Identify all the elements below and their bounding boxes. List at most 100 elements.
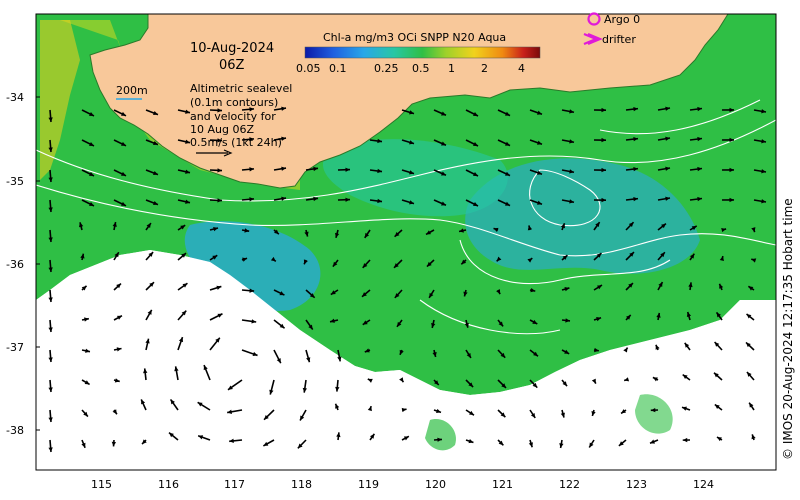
velocity-arrowhead	[463, 291, 468, 297]
velocity-arrowhead	[527, 258, 533, 263]
colorbar-tick: 1	[448, 62, 455, 75]
velocity-arrowhead	[185, 199, 190, 204]
velocity-arrowhead	[313, 166, 318, 172]
velocity-arrowhead	[560, 223, 565, 229]
velocity-arrowhead	[505, 201, 510, 206]
velocity-arrowhead	[682, 437, 688, 443]
velocity-arrowhead	[719, 256, 725, 261]
map-plot-area	[36, 14, 776, 470]
contour-line-1	[36, 119, 776, 202]
velocity-arrowhead	[399, 349, 404, 355]
velocity-arrowhead	[496, 256, 502, 262]
velocity-arrowhead	[441, 111, 446, 116]
velocity-arrowhead	[500, 412, 506, 418]
velocity-arrowhead	[229, 438, 234, 443]
velocity-arrowhead	[409, 140, 414, 145]
drifter-marker-icon	[583, 32, 603, 46]
velocity-arrowhead	[121, 201, 126, 206]
chl-field-cyan-west	[184, 221, 321, 311]
velocity-arrowhead	[564, 287, 570, 292]
velocity-arrowhead	[665, 106, 670, 111]
chl-field-cyan-east	[465, 158, 700, 274]
velocity-arrowhead	[276, 358, 281, 364]
velocity-arrowhead	[300, 415, 305, 421]
velocity-arrowhead	[537, 200, 542, 205]
velocity-arrowhead	[249, 137, 254, 142]
velocity-arrowhead	[48, 177, 53, 182]
velocity-arrowhead	[153, 140, 158, 146]
y-tick-label: -37	[6, 341, 24, 354]
velocity-arrowhead	[185, 109, 190, 114]
velocity-arrowhead	[761, 109, 766, 114]
depth-scale-label: 200m	[116, 84, 148, 97]
velocity-arrowhead	[565, 318, 570, 323]
velocity-arrowhead	[562, 255, 568, 260]
velocity-arrowhead	[469, 410, 474, 416]
contour-line-6	[599, 99, 761, 135]
velocity-arrowhead	[601, 197, 606, 203]
velocity-arrowhead	[330, 318, 335, 323]
velocity-arrowhead	[279, 291, 285, 296]
velocity-arrowhead	[89, 171, 94, 176]
legend: Argo 0 drifter	[583, 12, 640, 46]
velocity-arrowhead	[270, 256, 276, 262]
velocity-arrowhead	[84, 380, 90, 385]
velocity-arrowhead	[437, 437, 442, 442]
velocity-arrowhead	[621, 409, 627, 414]
velocity-arrowhead	[689, 253, 695, 259]
velocity-arrowhead	[279, 323, 285, 329]
velocity-arrowhead	[626, 314, 631, 320]
annotation-line: Altimetric sealevel	[190, 82, 292, 95]
velocity-arrowhead	[364, 232, 370, 238]
velocity-arrowhead	[111, 441, 117, 447]
y-tick-label: -35	[6, 175, 24, 188]
velocity-arrowhead	[153, 110, 158, 116]
velocity-arrowhead	[85, 348, 90, 353]
velocity-arrowhead	[147, 309, 152, 315]
velocity-arrowhead	[304, 231, 309, 237]
velocity-arrowhead	[227, 385, 233, 390]
velocity-arrowhead	[468, 382, 474, 388]
velocity-arrowhead	[596, 253, 602, 258]
velocity-arrowhead	[116, 283, 121, 289]
velocity-arrowhead	[652, 377, 658, 382]
velocity-arrowhead	[48, 267, 53, 272]
velocity-arrowhead	[251, 319, 257, 324]
velocity-arrowhead	[751, 434, 756, 440]
velocity-arrowhead	[48, 447, 53, 452]
contour-line-2	[36, 184, 776, 257]
credit-text: © IMOS 20-Aug-2024 12:17:35 Hobart time	[781, 198, 795, 460]
velocity-arrowhead	[396, 321, 402, 327]
velocity-arrowhead	[174, 366, 179, 372]
velocity-arrowhead	[559, 443, 564, 448]
velocity-arrowhead	[665, 136, 670, 141]
velocity-arrowhead	[244, 228, 250, 233]
velocity-arrowhead	[441, 141, 446, 146]
velocity-arrowhead	[746, 372, 752, 377]
velocity-arrowhead	[362, 320, 368, 325]
velocity-arrowhead	[537, 140, 542, 145]
velocity-arrowhead	[569, 169, 574, 174]
velocity-arrowhead	[217, 168, 222, 173]
velocity-arrowhead	[48, 417, 53, 422]
velocity-arrowhead	[714, 404, 720, 409]
velocity-arrowhead	[591, 378, 596, 384]
velocity-arrowhead	[401, 407, 407, 413]
velocity-arrowhead	[466, 352, 471, 358]
velocity-arrowhead	[332, 261, 338, 267]
velocity-arrowhead	[697, 166, 702, 172]
annotation-line: (0.1m contours)	[190, 96, 278, 109]
velocity-arrowhead	[141, 399, 146, 405]
velocity-arrowhead	[436, 408, 441, 413]
velocity-arrowhead	[461, 259, 467, 265]
velocity-arrowhead	[112, 222, 117, 227]
velocity-arrowhead	[181, 310, 187, 316]
velocity-arrowhead	[409, 110, 414, 115]
velocity-arrowhead	[697, 106, 702, 112]
x-tick-label: 121	[492, 478, 513, 491]
velocity-arrowhead	[169, 432, 174, 438]
x-tick-label: 119	[358, 478, 379, 491]
velocity-arrowhead	[181, 253, 186, 258]
velocity-arrowhead	[562, 381, 568, 387]
